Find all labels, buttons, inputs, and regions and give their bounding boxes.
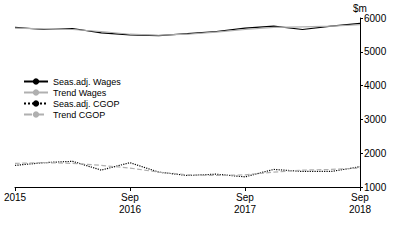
svg-text:Trend Wages: Trend Wages [53, 88, 107, 98]
svg-text:2017: 2017 [234, 204, 257, 215]
svg-text:Sep: Sep [121, 192, 139, 203]
svg-text:2015: 2015 [4, 192, 27, 203]
svg-text:2016: 2016 [119, 204, 142, 215]
svg-text:2018: 2018 [349, 204, 372, 215]
svg-text:6000: 6000 [364, 13, 387, 24]
svg-text:$m: $m [353, 2, 367, 14]
svg-text:4000: 4000 [364, 80, 387, 91]
svg-text:Seas.adj. Wages: Seas.adj. Wages [53, 77, 121, 87]
svg-text:Sep: Sep [236, 192, 254, 203]
svg-text:Trend CGOP: Trend CGOP [53, 110, 105, 120]
svg-text:5000: 5000 [364, 46, 387, 57]
svg-text:Sep: Sep [351, 192, 369, 203]
svg-text:1000: 1000 [364, 181, 387, 193]
svg-text:Seas.adj. CGOP: Seas.adj. CGOP [53, 99, 120, 109]
svg-text:3000: 3000 [364, 114, 387, 125]
svg-text:2000: 2000 [364, 148, 387, 159]
